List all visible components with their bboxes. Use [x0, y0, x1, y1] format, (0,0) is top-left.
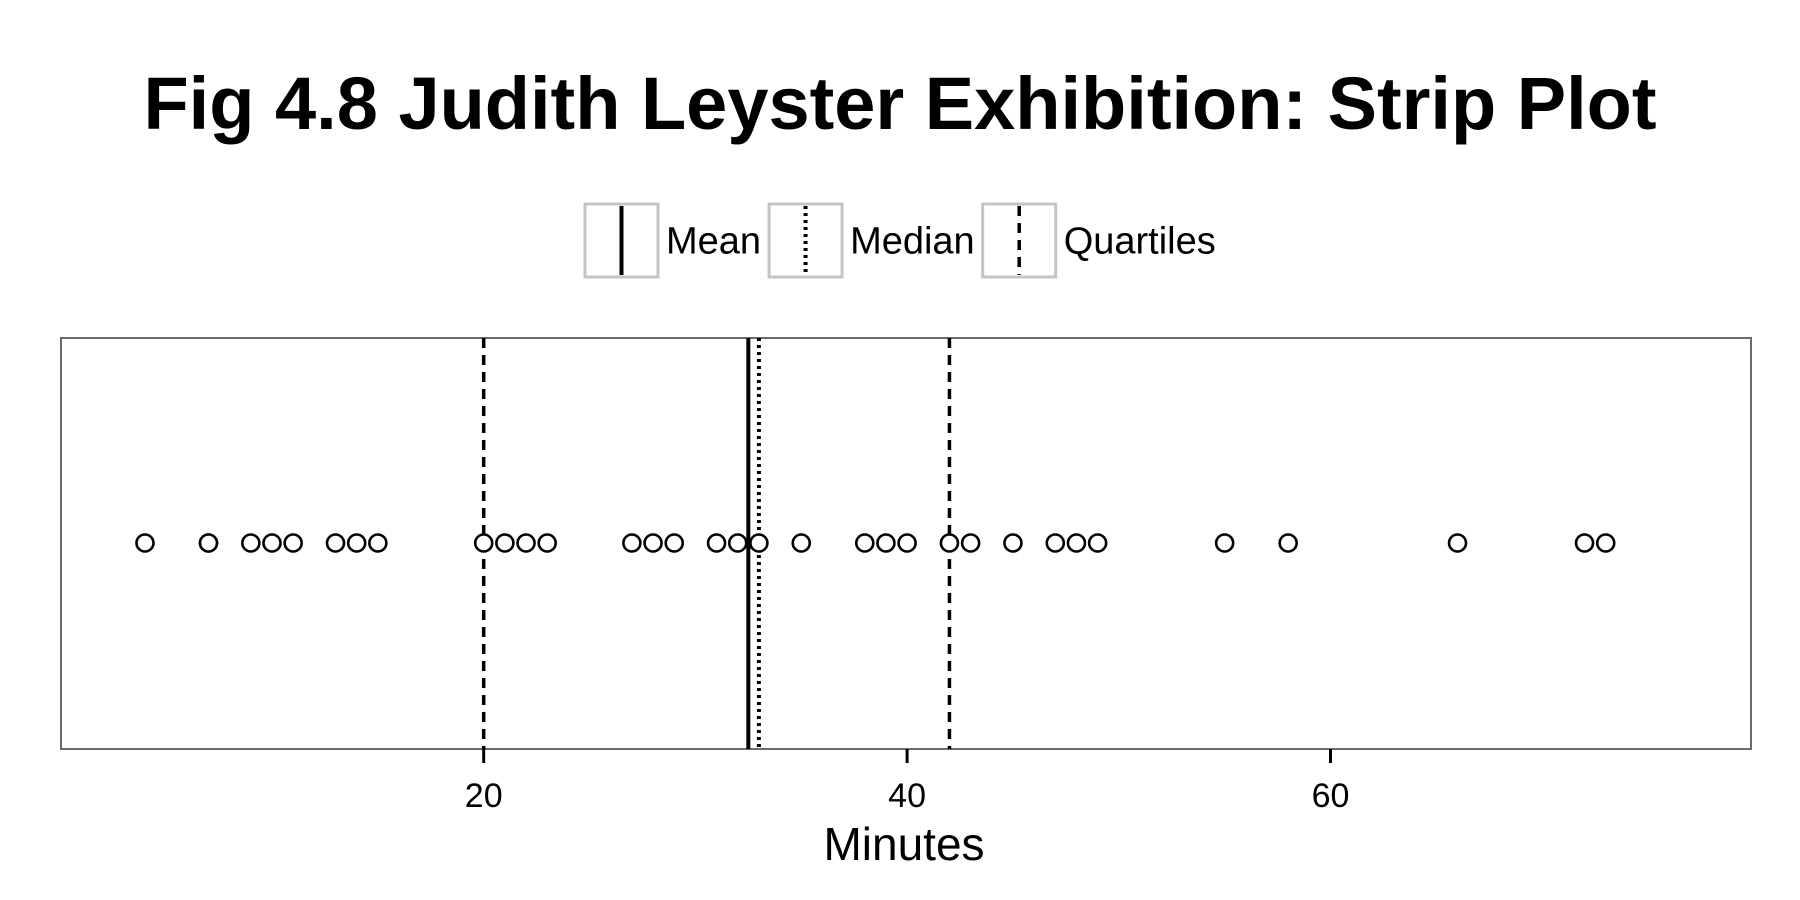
- legend-label-quartiles: Quartiles: [1064, 221, 1216, 263]
- data-point: [241, 533, 261, 553]
- data-point: [1574, 533, 1595, 553]
- data-point: [198, 533, 219, 553]
- data-point: [960, 533, 981, 553]
- data-point: [791, 533, 812, 553]
- legend-label-median: Median: [850, 221, 975, 263]
- data-point: [939, 533, 960, 553]
- data-point: [749, 533, 769, 553]
- chart-title: Fig 4.8 Judith Leyster Exhibition: Strip…: [143, 62, 1657, 145]
- x-tick-label: 20: [465, 777, 503, 815]
- data-point: [537, 533, 558, 553]
- data-point: [1595, 533, 1616, 553]
- data-point: [262, 533, 282, 553]
- data-point: [1214, 533, 1235, 553]
- data-point: [346, 533, 367, 553]
- data-point: [1278, 533, 1298, 553]
- legend: Mean Median Quartiles: [583, 202, 1216, 279]
- x-tick-label: 60: [1312, 777, 1350, 815]
- legend-label-mean: Mean: [666, 221, 761, 263]
- data-point: [516, 533, 536, 553]
- data-point: [622, 533, 642, 553]
- data-point: [1003, 533, 1023, 553]
- x-axis: 20 40 60: [465, 749, 1350, 815]
- data-point: [727, 533, 748, 553]
- x-axis-title: Minutes: [823, 818, 984, 870]
- data-point: [643, 533, 663, 553]
- data-point: [473, 533, 494, 553]
- data-point: [283, 533, 303, 553]
- data-point: [854, 533, 875, 553]
- data-point: [368, 533, 388, 553]
- data-points: [135, 533, 1616, 553]
- data-point: [664, 533, 685, 553]
- data-point: [876, 533, 896, 553]
- data-point: [325, 533, 346, 553]
- data-point: [495, 533, 515, 553]
- data-point: [135, 533, 155, 553]
- data-point: [1045, 533, 1066, 553]
- x-tick-label: 40: [888, 777, 926, 815]
- data-point: [1087, 533, 1108, 553]
- data-point: [1066, 533, 1087, 553]
- data-point: [706, 533, 727, 553]
- data-point: [1447, 533, 1468, 553]
- data-point: [897, 533, 917, 553]
